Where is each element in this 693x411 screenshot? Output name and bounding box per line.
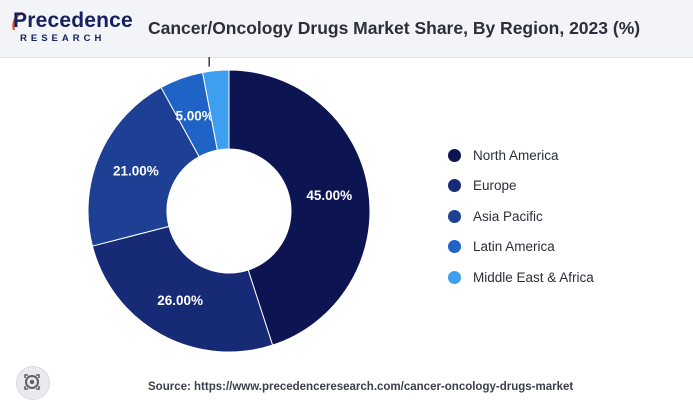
slice-middle-east-and-africa	[201, 69, 230, 151]
legend-item-latin-america: Latin America	[448, 236, 594, 258]
legend-label: Middle East & Africa	[473, 269, 594, 285]
data-label-latin-america: 5.00%	[175, 109, 213, 124]
logo-swoosh-icon	[12, 11, 24, 31]
chart-title: Cancer/Oncology Drugs Market Share, By R…	[148, 18, 641, 38]
legend-swatch	[448, 148, 461, 162]
slice-asia-pacific	[87, 86, 200, 247]
image-search-button[interactable]	[16, 366, 50, 400]
data-label-asia-pacific: 21.00%	[113, 164, 159, 179]
legend-swatch	[448, 179, 461, 192]
source-note: Source: https://www.precedenceresearch.c…	[148, 381, 574, 393]
header-bar: Precedence RESEARCH Cancer/Oncology Drug…	[0, 0, 693, 58]
slice-europe	[91, 225, 274, 353]
legend-label: Latin America	[473, 239, 555, 254]
data-label-north-america: 45.00%	[306, 188, 352, 203]
legend-label: North America	[473, 147, 559, 163]
brand-logo[interactable]: Precedence RESEARCH	[12, 9, 133, 49]
legend-swatch	[448, 270, 461, 284]
legend-item-asia-pacific: Asia Pacific	[448, 205, 594, 227]
legend-swatch	[448, 209, 461, 223]
data-label-europe: 26.00%	[157, 293, 203, 308]
legend-item-north-america: North America	[448, 144, 594, 166]
legend-label: Europe	[473, 178, 517, 193]
label-leader-line	[208, 57, 210, 67]
legend-item-europe: Europe	[448, 175, 594, 197]
logo-subtitle: RESEARCH	[20, 33, 106, 44]
logo-wordmark: Precedence	[13, 9, 133, 32]
donut-chart: 45.00%26.00%21.00%5.00%3.00%	[87, 57, 371, 353]
legend-label: Asia Pacific	[473, 208, 543, 224]
lens-search-icon	[24, 374, 40, 390]
legend-item-middle-east-and-africa: Middle East & Africa	[448, 266, 594, 288]
legend-swatch	[448, 240, 461, 253]
slice-north-america	[228, 69, 371, 346]
chart-legend: North America Europe Asia Pacific Latin Ame…	[448, 144, 594, 297]
